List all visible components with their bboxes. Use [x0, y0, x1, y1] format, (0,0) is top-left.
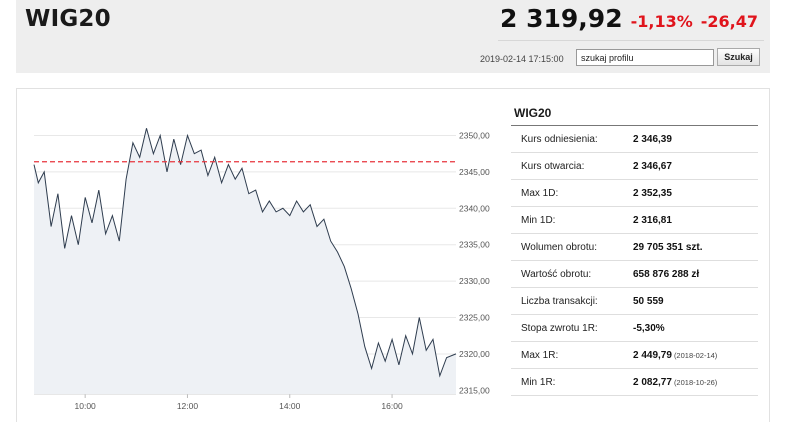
y-tick-label: 2340,00 [459, 203, 490, 213]
x-tick-label: 12:00 [177, 401, 199, 411]
y-tick-label: 2350,00 [459, 130, 490, 140]
stats-value-cell: 2 352,35 [633, 179, 758, 207]
stats-row: Kurs otwarcia: 2 346,67 [511, 152, 758, 180]
quote-summary: 2 319,92 -1,13% -26,47 [500, 4, 758, 33]
header-divider [498, 40, 764, 41]
y-tick-label: 2330,00 [459, 276, 490, 286]
y-tick-label: 2315,00 [459, 385, 490, 395]
stats-table: Kurs odniesienia: 2 346,39 Kurs otwarcia: 2… [511, 126, 758, 396]
stats-row: Max 1D: 2 352,35 [511, 179, 758, 207]
stats-label: Kurs otwarcia: [511, 152, 633, 180]
stats-value-cell: 658 876 288 zł [633, 260, 758, 288]
stats-value-cell: -5,30% [633, 314, 758, 342]
quote-timestamp: 2019-02-14 17:15:00 [480, 54, 564, 64]
y-tick-label: 2325,00 [459, 313, 490, 323]
profile-search-input[interactable] [576, 49, 714, 66]
stats-label: Kurs odniesienia: [511, 126, 633, 153]
stats-row: Max 1R: 2 449,79 (2018-02-14) [511, 341, 758, 369]
stats-value-cell: 2 082,77 (2018-10-26) [633, 368, 758, 396]
y-axis-labels: 2350,00 2345,00 2340,00 2335,00 2330,00 2325,… [459, 130, 490, 395]
change-percent: -1,13% [630, 12, 693, 31]
stats-value-cell: 50 559 [633, 287, 758, 315]
y-tick-label: 2335,00 [459, 240, 490, 250]
stats-row: Kurs odniesienia: 2 346,39 [511, 126, 758, 153]
x-axis-labels: 10:00 12:00 14:00 16:00 [75, 401, 403, 411]
quote-header: WIG20 2 319,92 -1,13% -26,47 [16, 0, 770, 73]
stats-label: Min 1D: [511, 206, 633, 234]
stats-value-cell: 2 316,81 [633, 206, 758, 234]
stats-value: 2 449,79 [633, 349, 672, 361]
stats-row: Min 1R: 2 082,77 (2018-10-26) [511, 368, 758, 396]
stats-value: 29 705 351 szt. [633, 241, 703, 253]
x-tick-label: 14:00 [279, 401, 301, 411]
stats-date: (2018-10-26) [673, 377, 718, 387]
stats-value: 2 346,39 [633, 133, 672, 145]
stats-row: Stopa zwrotu 1R: -5,30% [511, 314, 758, 342]
search-button[interactable]: Szukaj [717, 48, 760, 66]
stats-value: 2 352,35 [633, 187, 672, 199]
intraday-chart[interactable]: 2350,00 2345,00 2340,00 2335,00 2330,00 2325,… [20, 96, 500, 416]
stats-value: 2 082,77 [633, 376, 672, 388]
stats-row: Wolumen obrotu: 29 705 351 szt. [511, 233, 758, 261]
current-price: 2 319,92 [500, 4, 623, 33]
price-area [34, 128, 456, 394]
stats-value-cell: 2 346,39 [633, 126, 758, 153]
stats-row: Liczba transakcji: 50 559 [511, 287, 758, 315]
index-title: WIG20 [25, 6, 111, 32]
y-tick-label: 2345,00 [459, 167, 490, 177]
stats-label: Wartość obrotu: [511, 260, 633, 288]
stats-value: 2 316,81 [633, 214, 672, 226]
stats-value: -5,30% [633, 322, 665, 334]
stats-panel: WIG20 Kurs odniesienia: 2 346,39 Kurs otwa… [511, 104, 758, 396]
stats-label: Stopa zwrotu 1R: [511, 314, 633, 342]
stats-title: WIG20 [511, 104, 758, 126]
stats-value-cell: 29 705 351 szt. [633, 233, 758, 261]
price-line [33, 128, 457, 378]
stats-label: Wolumen obrotu: [511, 233, 633, 261]
change-absolute: -26,47 [700, 12, 758, 31]
stats-label: Max 1R: [511, 341, 633, 369]
stats-label: Liczba transakcji: [511, 287, 633, 315]
stats-value: 2 346,67 [633, 160, 672, 172]
x-tick-label: 10:00 [75, 401, 97, 411]
stats-value: 658 876 288 zł [633, 268, 700, 280]
stats-label: Max 1D: [511, 179, 633, 207]
stats-date: (2018-02-14) [673, 350, 718, 360]
x-tick-label: 16:00 [381, 401, 403, 411]
stats-value-cell: 2 346,67 [633, 152, 758, 180]
stats-row: Min 1D: 2 316,81 [511, 206, 758, 234]
stats-label: Min 1R: [511, 368, 633, 396]
stats-value-cell: 2 449,79 (2018-02-14) [633, 341, 758, 369]
stats-row: Wartość obrotu: 658 876 288 zł [511, 260, 758, 288]
y-tick-label: 2320,00 [459, 349, 490, 359]
stats-value: 50 559 [633, 295, 664, 307]
